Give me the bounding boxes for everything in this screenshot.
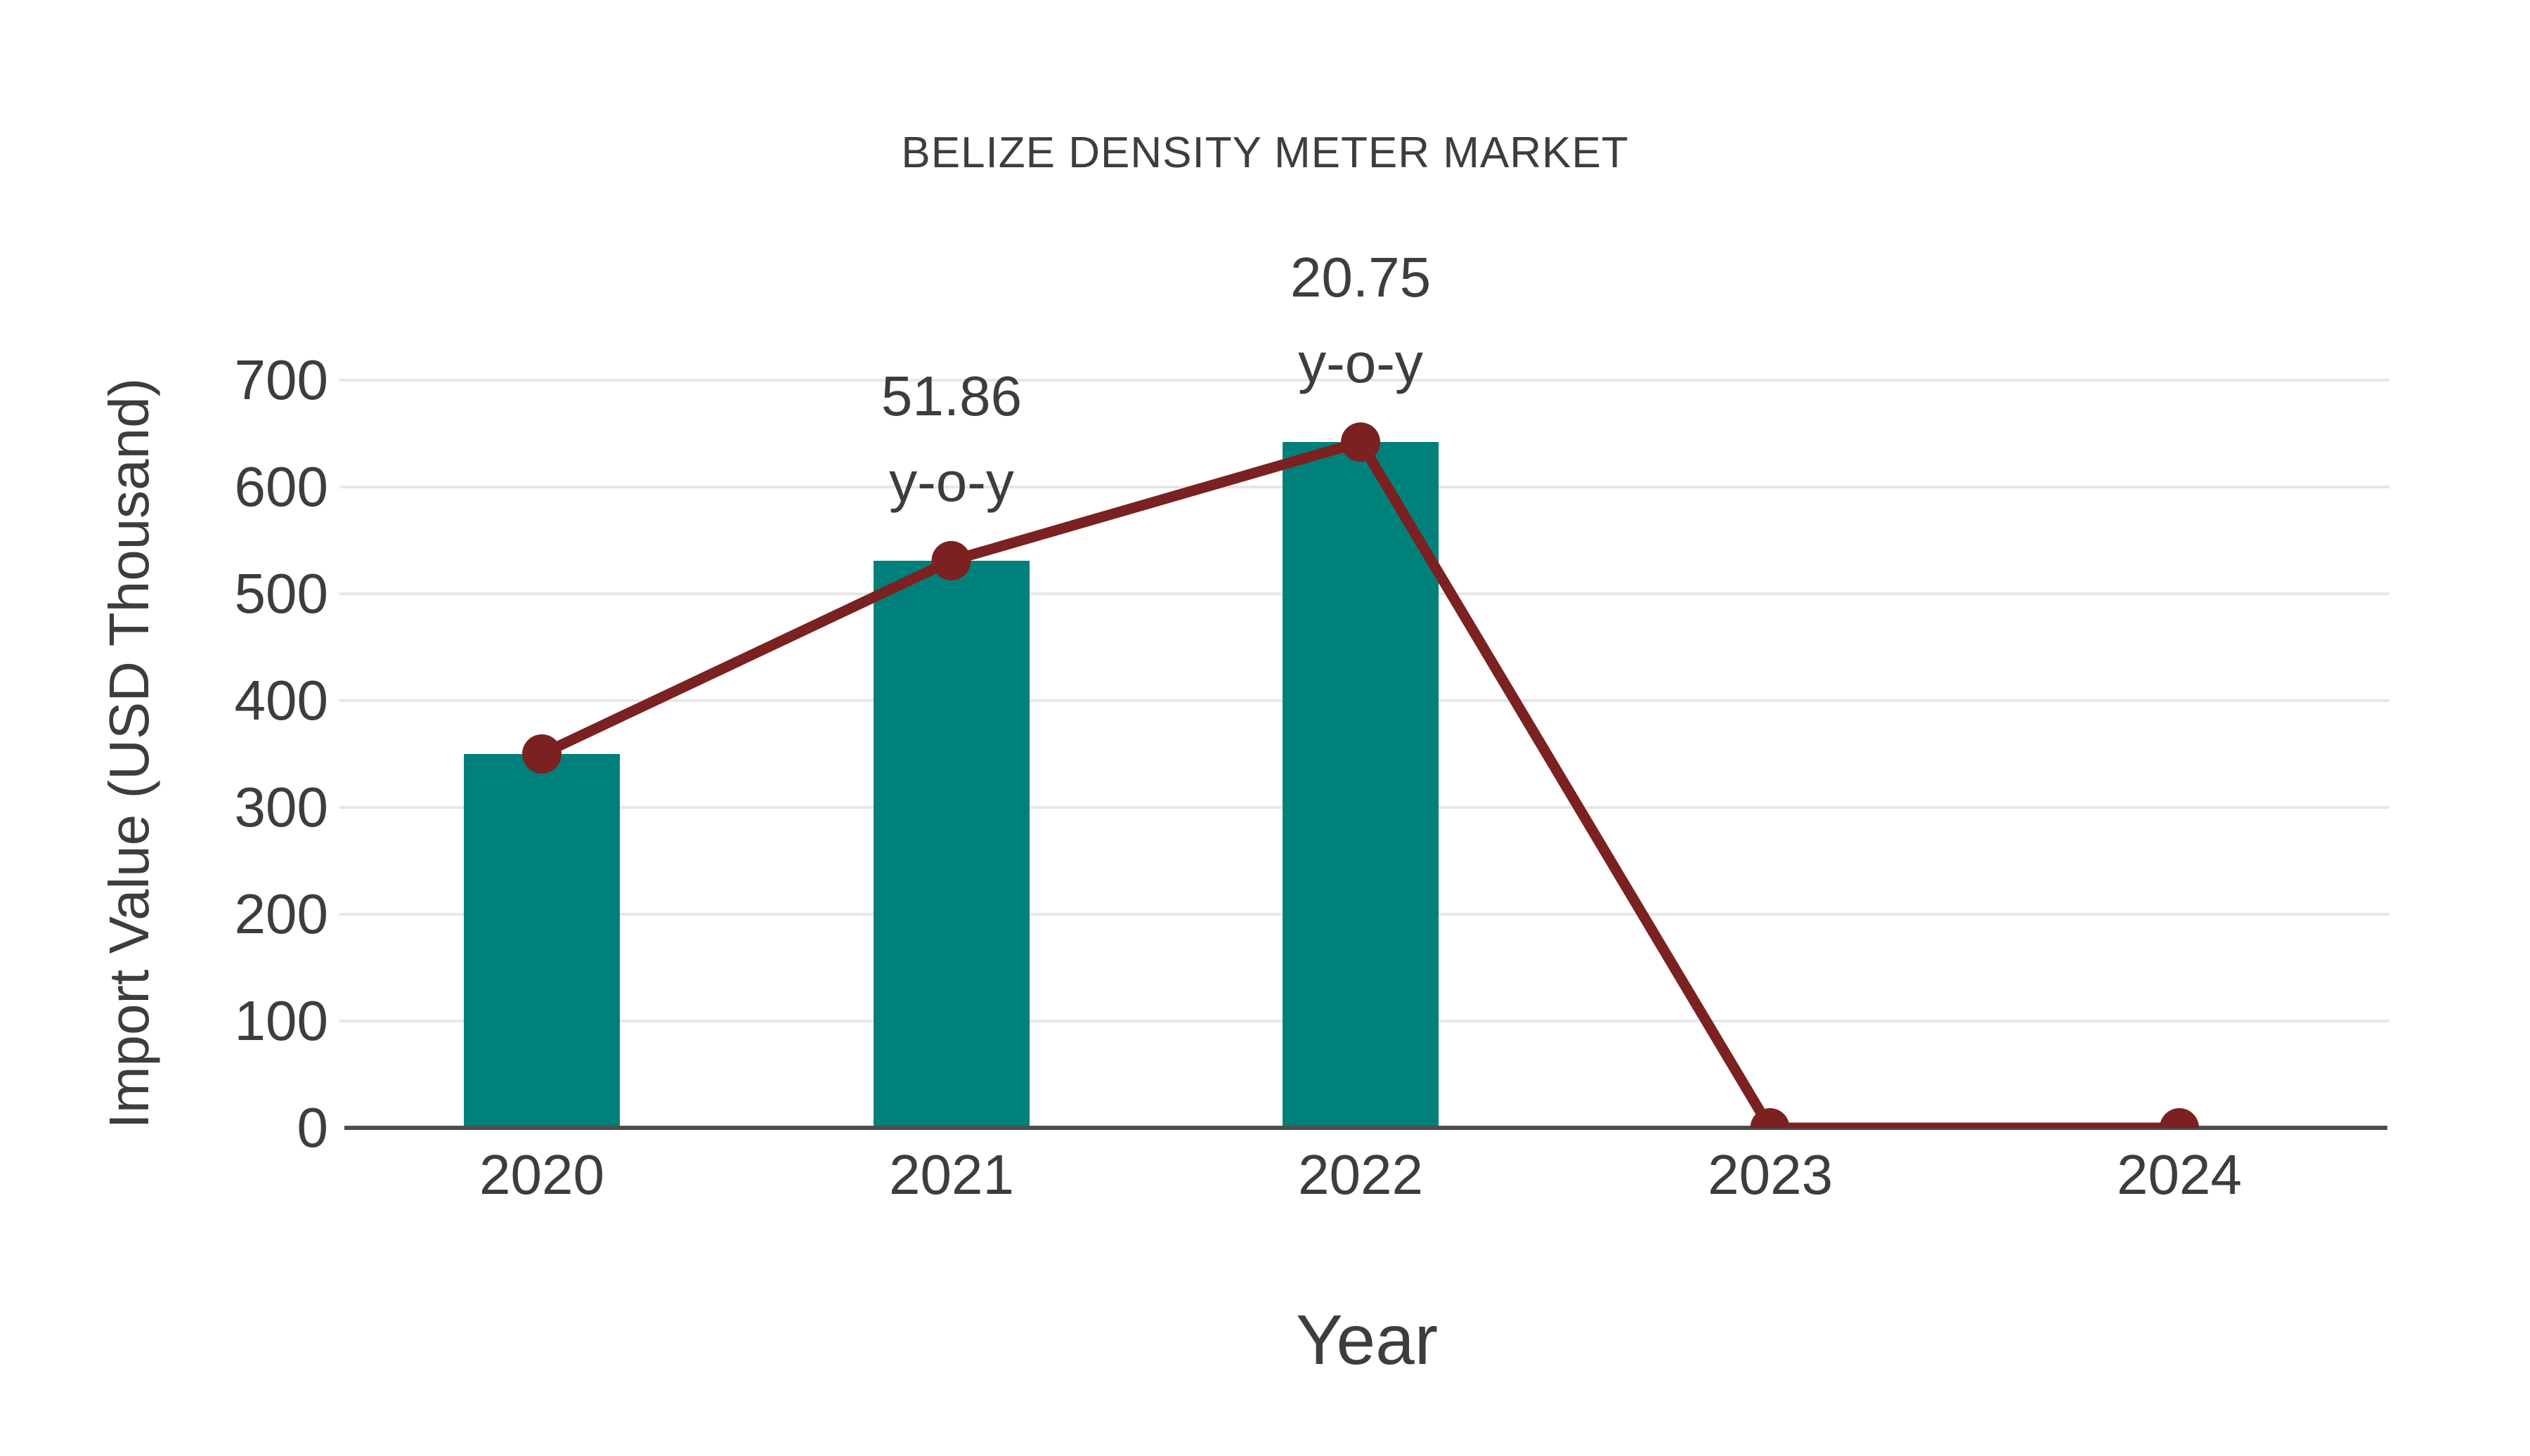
y-tick-label-500: 500 [234,562,328,625]
trend-line-layer [522,422,2199,1128]
data-point-2020 [522,734,562,774]
annotation-suffix: y-o-y [1298,332,1423,394]
x-tick-label-2021: 2021 [889,1143,1014,1206]
data-point-2021 [931,540,971,580]
data-point-2023 [1750,1108,1790,1128]
bar-2021 [874,561,1030,1128]
y-tick-label-100: 100 [234,989,328,1052]
bar-2022 [1283,442,1439,1128]
annotation-value: 51.86 [881,365,1023,427]
y-tick-label-200: 200 [234,883,328,945]
annotation-2022: 20.75 y-o-y [1150,235,1571,406]
x-tick-label-2024: 2024 [2117,1143,2242,1206]
data-point-2022 [1341,422,1380,462]
y-axis-title: Import Value (USD Thousand) [98,377,160,1129]
chart-area: BELIZE DENSITY METER MARKET Import Value… [98,129,2389,1379]
annotation-value: 20.75 [1290,246,1432,308]
x-axis-line [344,1126,2387,1130]
x-axis-title: Year [1295,1301,1439,1379]
annotation-2021: 51.86 y-o-y [741,353,1162,525]
trend-line [539,436,2179,1128]
y-tick-label-400: 400 [234,669,328,732]
x-tick-label-2023: 2023 [1708,1143,1833,1206]
bar-2020 [464,754,620,1128]
y-tick-label-0: 0 [297,1096,329,1159]
x-tick-label-2022: 2022 [1298,1143,1423,1206]
annotation-suffix: y-o-y [889,450,1014,513]
x-tick-label-2020: 2020 [479,1143,604,1206]
data-point-2024 [2160,1108,2199,1128]
gridline-700 [339,379,2389,382]
y-tick-label-600: 600 [234,455,328,518]
y-tick-label-700: 700 [234,349,328,411]
chart-title: BELIZE DENSITY METER MARKET [901,129,1629,177]
y-tick-label-300: 300 [234,776,328,838]
